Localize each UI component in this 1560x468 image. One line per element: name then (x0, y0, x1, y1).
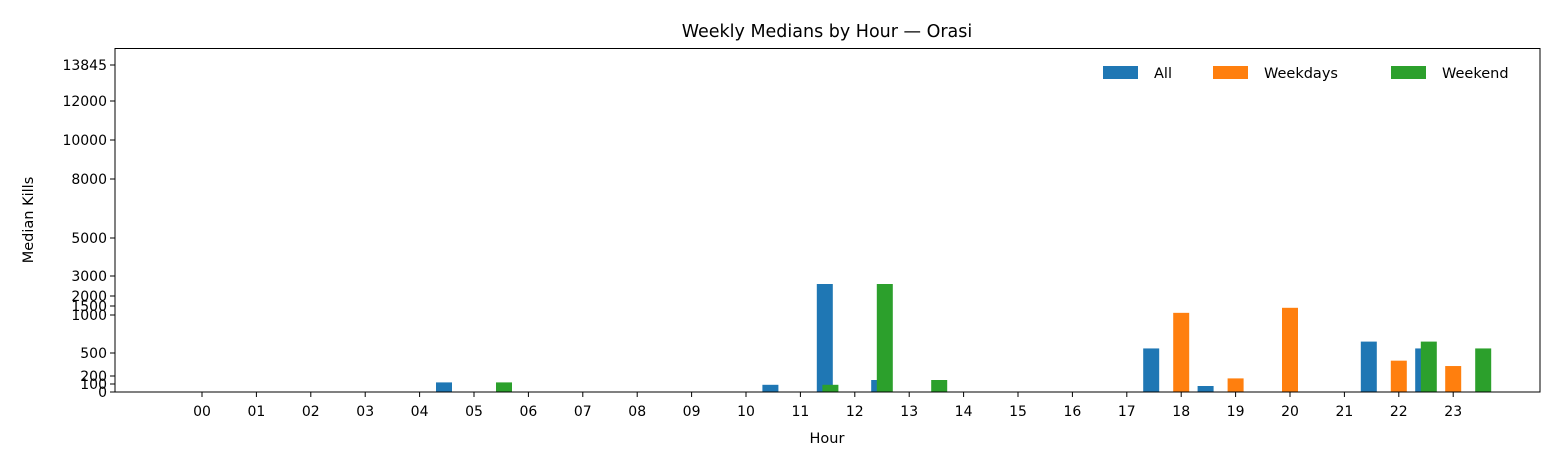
bar-all-12 (816, 284, 833, 392)
bar-all-19 (1197, 386, 1214, 392)
y-tick-label: 1000 (71, 308, 107, 324)
y-tick-label: 3000 (71, 269, 107, 285)
x-tick-label: 14 (955, 404, 973, 420)
bar-weekend-22 (1420, 341, 1437, 392)
bar-weekdays-20 (1282, 307, 1298, 392)
legend-label-all: All (1154, 66, 1172, 82)
x-tick-label: 04 (411, 404, 429, 420)
bar-all-05 (436, 382, 452, 392)
bar-all-22 (1360, 341, 1377, 392)
bars-group (436, 284, 1492, 392)
x-tick-label: 15 (1009, 404, 1027, 420)
chart-title: Weekly Medians by Hour — Orasi (682, 22, 973, 42)
bar-weekdays-23 (1445, 366, 1462, 392)
x-tick-label: 13 (900, 404, 918, 420)
legend-swatch-weekend (1391, 66, 1426, 79)
bar-weekdays-22 (1390, 360, 1407, 392)
x-tick-label: 12 (846, 404, 864, 420)
y-tick-label: 8000 (71, 172, 107, 188)
y-tick-label: 2000 (71, 289, 107, 305)
y-axis-label: Median Kills (21, 177, 37, 264)
x-axis: 00 01 02 03 04 05 06 07 08 09 10 11 12 13 14 15 16 17 18 19… (193, 392, 1462, 420)
y-tick-label: 10000 (62, 133, 107, 149)
x-tick-label: 07 (574, 404, 592, 420)
bar-all-11 (762, 384, 779, 392)
bar-weekend-23 (1475, 348, 1492, 392)
x-tick-label: 18 (1172, 404, 1190, 420)
bar-all-18 (1143, 348, 1160, 392)
bar-weekend-11 (822, 384, 839, 392)
x-tick-label: 11 (791, 404, 809, 420)
legend-label-weekdays: Weekdays (1264, 66, 1338, 82)
y-tick-label: 100 (80, 377, 107, 393)
x-tick-label: 20 (1281, 404, 1299, 420)
x-tick-label: 08 (628, 404, 646, 420)
x-tick-label: 09 (683, 404, 701, 420)
y-tick-label: 13845 (62, 58, 107, 74)
x-tick-label: 06 (519, 404, 537, 420)
y-tick-label: 5000 (71, 231, 107, 247)
legend-swatch-weekdays (1213, 66, 1248, 79)
x-tick-label: 01 (247, 404, 265, 420)
x-tick-label: 19 (1227, 404, 1245, 420)
x-axis-label: Hour (810, 431, 845, 447)
bar-weekdays-19 (1227, 378, 1244, 392)
y-tick-label: 0 (98, 385, 107, 401)
x-tick-label: 02 (302, 404, 320, 420)
legend-swatch-all (1103, 66, 1138, 79)
y-tick-label: 200 (80, 369, 107, 385)
bar-weekend-12 (876, 284, 893, 392)
legend-label-weekend: Weekend (1442, 66, 1509, 82)
x-tick-label: 16 (1063, 404, 1081, 420)
x-tick-label: 23 (1444, 404, 1462, 420)
x-tick-label: 22 (1390, 404, 1408, 420)
x-tick-label: 05 (465, 404, 483, 420)
x-tick-label: 03 (356, 404, 374, 420)
plot-frame (114, 48, 1541, 393)
bar-weekend-13 (931, 380, 948, 392)
y-tick-label: 1500 (71, 299, 107, 315)
x-tick-label: 10 (737, 404, 755, 420)
x-tick-label: 00 (193, 404, 211, 420)
x-tick-label: 17 (1118, 404, 1136, 420)
bar-weekend-05 (496, 382, 512, 392)
y-tick-label: 500 (80, 346, 107, 362)
x-tick-label: 21 (1335, 404, 1353, 420)
legend: All Weekdays Weekend (1103, 66, 1509, 82)
y-tick-label: 12000 (62, 94, 107, 110)
bar-weekdays-18 (1173, 312, 1190, 392)
